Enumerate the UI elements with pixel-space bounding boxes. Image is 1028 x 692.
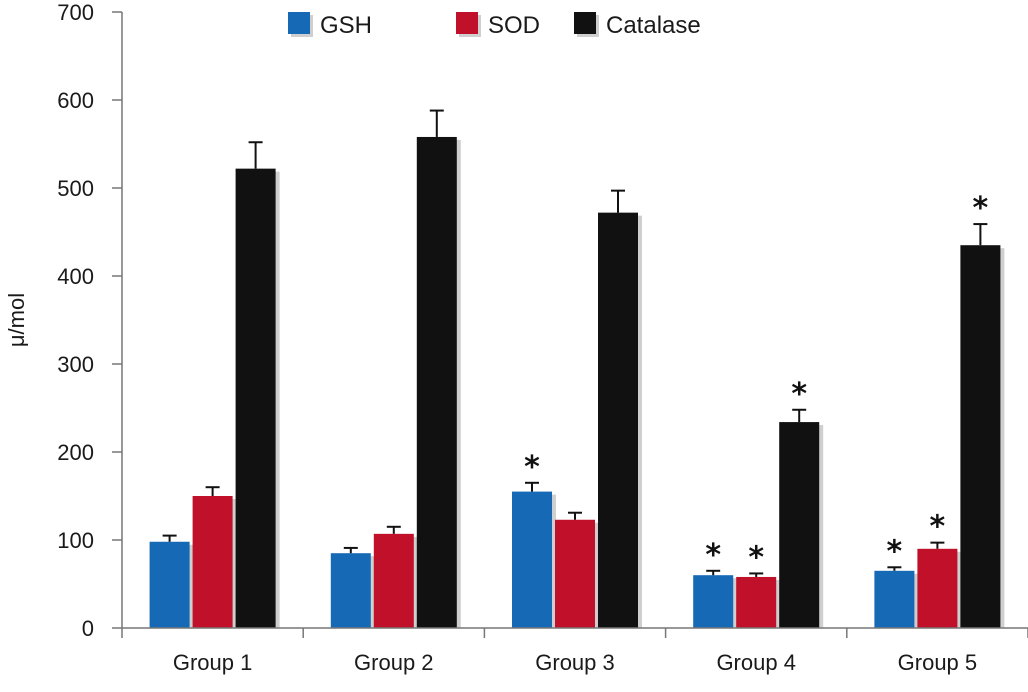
- bar-catalase-2: [416, 136, 457, 628]
- significance-star-sod-4: *: [748, 540, 764, 575]
- bar-sod-1: [192, 496, 233, 628]
- x-tick-label-4: Group 4: [716, 650, 796, 675]
- axes: 0 100 200 300 400 500 600 700 Group 1 Group 2 Grou…: [57, 0, 1028, 675]
- bar-gsh-1: [149, 541, 190, 628]
- significance-markers: * * * * * * *: [524, 191, 988, 575]
- significance-star-sod-5: *: [930, 510, 946, 545]
- significance-star-gsh-4: *: [705, 538, 721, 573]
- bar-catalase-5: [960, 245, 1001, 628]
- bar-gsh-4: [693, 575, 734, 628]
- x-tick-label-5: Group 5: [898, 650, 978, 675]
- legend-swatch-gsh: [288, 12, 310, 34]
- significance-star-gsh-3: *: [524, 450, 540, 485]
- legend-label-sod: SOD: [488, 12, 540, 39]
- x-tick-label-2: Group 2: [354, 650, 434, 675]
- y-tick-label-400: 400: [57, 264, 94, 289]
- x-tick-label-1: Group 1: [173, 650, 253, 675]
- legend: GSH SOD Catalase: [288, 12, 701, 39]
- y-tick-label-500: 500: [57, 176, 94, 201]
- bar-sod-3: [555, 519, 595, 628]
- bar-gsh-3: [512, 491, 552, 628]
- bar-catalase-1: [235, 168, 276, 628]
- bars: [149, 136, 1001, 628]
- bar-catalase-3: [598, 212, 638, 628]
- y-axis-title: μ/mol: [4, 293, 29, 347]
- bar-gsh-2: [330, 553, 371, 628]
- legend-swatch-sod: [456, 12, 478, 34]
- significance-star-catalase-4: *: [791, 377, 807, 412]
- significance-star-catalase-5: *: [973, 191, 989, 226]
- y-tick-label-600: 600: [57, 88, 94, 113]
- error-bars: [162, 109, 988, 577]
- y-tick-label-200: 200: [57, 440, 94, 465]
- bar-gsh-5: [874, 570, 915, 628]
- significance-star-gsh-5: *: [887, 534, 903, 569]
- bar-sod-2: [373, 533, 414, 628]
- y-tick-label-0: 0: [82, 616, 94, 641]
- bar-sod-4: [736, 576, 777, 628]
- legend-swatch-catalase: [574, 12, 596, 34]
- y-tick-label-100: 100: [57, 528, 94, 553]
- bar-catalase-4: [779, 422, 820, 628]
- y-tick-label-300: 300: [57, 352, 94, 377]
- x-tick-label-3: Group 3: [535, 650, 615, 675]
- legend-label-gsh: GSH: [320, 12, 372, 39]
- bar-sod-5: [917, 548, 958, 628]
- y-tick-label-700: 700: [57, 0, 94, 25]
- legend-label-catalase: Catalase: [606, 12, 701, 39]
